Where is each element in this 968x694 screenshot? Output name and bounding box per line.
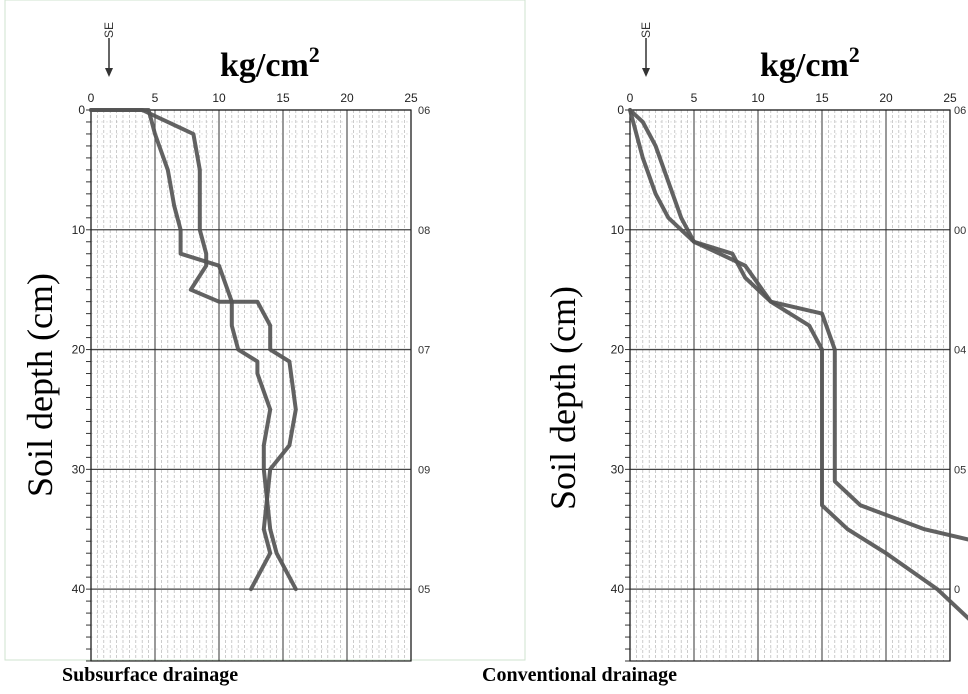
plot-border — [90, 109, 412, 662]
right-tick-label: 09 — [418, 464, 430, 476]
plot-border — [629, 109, 951, 662]
series-line-2 — [89, 108, 298, 592]
y-tick-label: 0 — [78, 103, 85, 117]
y-tick-label: 30 — [72, 462, 86, 476]
right-tick-label: 06 — [418, 105, 430, 117]
right-tick-label: 06 — [954, 105, 966, 117]
x-tick-label: 25 — [943, 91, 957, 105]
series-line-1 — [89, 108, 298, 592]
x-tick-label: 10 — [212, 91, 226, 105]
right-tick-label: 08 — [418, 225, 430, 237]
grid — [625, 109, 951, 662]
right-tick-label: 05 — [418, 584, 430, 596]
right-tick-label: 05 — [954, 464, 966, 476]
right-tick-label: 04 — [954, 345, 966, 357]
x-tick-label: 15 — [276, 91, 290, 105]
x-tick-label: 5 — [152, 91, 159, 105]
x-tick-label: 10 — [751, 91, 765, 105]
se-arrow-head — [105, 68, 113, 77]
y-tick-label: 40 — [611, 582, 625, 596]
y-tick-label: 40 — [72, 582, 86, 596]
se-label: SE — [102, 22, 116, 38]
series-line-2 — [628, 108, 968, 621]
x-tick-label: 0 — [88, 91, 95, 105]
y-tick-label: 20 — [72, 343, 86, 357]
x-tick-label: 25 — [404, 91, 418, 105]
panel-frame — [4, 0, 526, 661]
y-tick-label: 30 — [611, 462, 625, 476]
grid — [86, 109, 412, 662]
x-tick-label: 15 — [815, 91, 829, 105]
right-tick-label: 00 — [954, 225, 966, 237]
unit-title: kg/cm2 — [760, 42, 860, 84]
x-tick-label: 0 — [627, 91, 634, 105]
unit-title: kg/cm2 — [220, 42, 320, 84]
right-tick-label: 07 — [418, 345, 430, 357]
left-chart-caption: Subsurface drainage — [62, 664, 239, 686]
y-axis-label: Soil depth (cm) — [20, 273, 60, 497]
x-tick-label: 20 — [879, 91, 893, 105]
series-line-1 — [628, 108, 968, 542]
se-marker: SE — [102, 22, 116, 77]
x-tick-label: 20 — [340, 91, 354, 105]
x-tick-label: 5 — [691, 91, 698, 105]
y-axis-label: Soil depth (cm) — [543, 286, 583, 510]
se-label: SE — [639, 22, 653, 38]
y-tick-label: 0 — [617, 103, 624, 117]
y-tick-label: 20 — [611, 343, 625, 357]
y-tick-label: 10 — [611, 223, 625, 237]
right-chart-caption: Conventional drainage — [482, 664, 678, 686]
se-marker: SE — [639, 22, 653, 77]
right-tick-label: 0 — [954, 584, 960, 596]
se-arrow-head — [642, 68, 650, 77]
y-tick-label: 10 — [72, 223, 86, 237]
